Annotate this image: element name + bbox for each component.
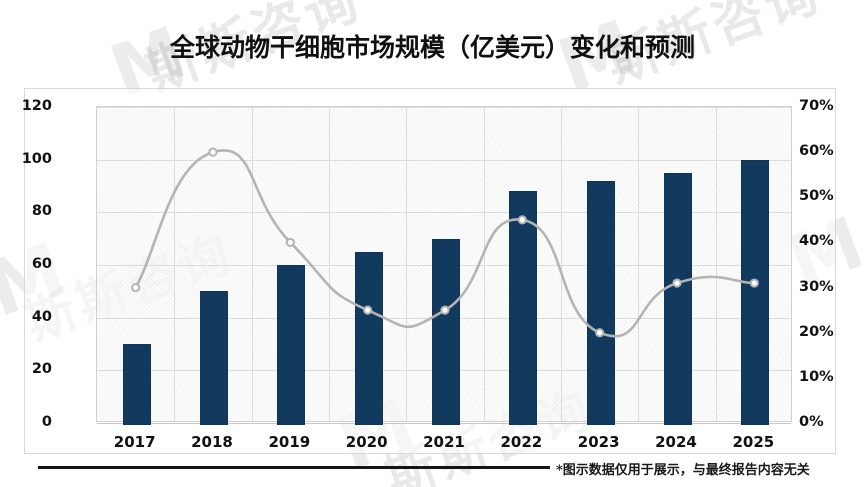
y-axis-left-label: 20 bbox=[31, 361, 52, 378]
gridline-vertical bbox=[561, 107, 562, 421]
y-axis-right-label: 20% bbox=[799, 323, 834, 340]
y-axis-right-label: 0% bbox=[799, 414, 824, 430]
line-marker-2024 bbox=[672, 278, 682, 288]
x-axis-label-2017: 2017 bbox=[113, 433, 156, 451]
y-axis-left-label: 80 bbox=[31, 203, 52, 220]
x-axis-label-2021: 2021 bbox=[423, 433, 465, 451]
bar-2019 bbox=[277, 265, 306, 425]
gridline-vertical bbox=[329, 107, 330, 421]
gridline-horizontal bbox=[97, 212, 791, 214]
bar-2023 bbox=[586, 180, 615, 425]
bar-2021 bbox=[432, 238, 460, 425]
line-marker-2017 bbox=[131, 282, 141, 293]
y-axis-right-label: 10% bbox=[799, 368, 834, 385]
y-axis-right-label: 30% bbox=[799, 278, 834, 295]
gridline-vertical bbox=[638, 107, 639, 421]
footer-rule bbox=[38, 466, 550, 469]
x-axis-label-2024: 2024 bbox=[655, 433, 697, 451]
y-axis-right-label: 50% bbox=[799, 188, 834, 205]
bar-2020 bbox=[354, 251, 383, 425]
y-axis-left-label: 60 bbox=[31, 256, 52, 272]
gridline-horizontal bbox=[97, 107, 791, 108]
line-marker-2022 bbox=[517, 215, 527, 225]
line-series bbox=[131, 147, 759, 338]
y-axis-left-label: 40 bbox=[31, 308, 52, 325]
line-marker-2019 bbox=[285, 237, 295, 248]
bar-2022 bbox=[509, 191, 538, 425]
bar-2024 bbox=[664, 172, 692, 425]
gridline-vertical bbox=[716, 107, 717, 421]
line-marker-2023 bbox=[595, 328, 605, 338]
gridline-vertical bbox=[174, 107, 175, 421]
x-axis-label-2020: 2020 bbox=[345, 433, 388, 451]
y-axis-right-label: 70% bbox=[799, 98, 834, 114]
y-axis-left-label: 120 bbox=[21, 98, 52, 114]
bar-2025 bbox=[741, 159, 770, 425]
line-marker-2025 bbox=[749, 278, 759, 288]
footnote: *图示数据仅用于展示，与最终报告内容无关 bbox=[556, 463, 810, 478]
line-marker-2018 bbox=[208, 147, 218, 157]
gridline-vertical bbox=[406, 107, 407, 421]
bar-2017 bbox=[122, 344, 151, 425]
line-marker-2021 bbox=[440, 305, 450, 315]
chart-title: 全球动物干细胞市场规模（亿美元）变化和预测 bbox=[169, 33, 695, 62]
x-axis-label-2025: 2025 bbox=[732, 433, 775, 451]
plot-area bbox=[96, 106, 792, 425]
gridline-vertical bbox=[252, 107, 253, 421]
x-axis-label-2018: 2018 bbox=[191, 433, 233, 451]
y-axis-right-label: 60% bbox=[799, 143, 834, 160]
y-axis-right-label: 40% bbox=[799, 233, 834, 250]
y-axis-left-label: 100 bbox=[21, 150, 52, 167]
chart-container: 0 20 40 60 80 100 120 0% 10% 20% 30% 40% 50% 60% 70% … bbox=[22, 88, 836, 454]
bar-2018 bbox=[200, 291, 228, 425]
x-axis-label-2019: 2019 bbox=[268, 433, 311, 451]
y-axis-left-label: 0 bbox=[41, 414, 52, 430]
x-axis-label-2022: 2022 bbox=[500, 433, 543, 451]
gridline-vertical bbox=[484, 107, 485, 421]
line-marker-2020 bbox=[363, 305, 373, 315]
gridline-horizontal bbox=[97, 159, 791, 161]
x-axis-label-2023: 2023 bbox=[577, 433, 620, 451]
